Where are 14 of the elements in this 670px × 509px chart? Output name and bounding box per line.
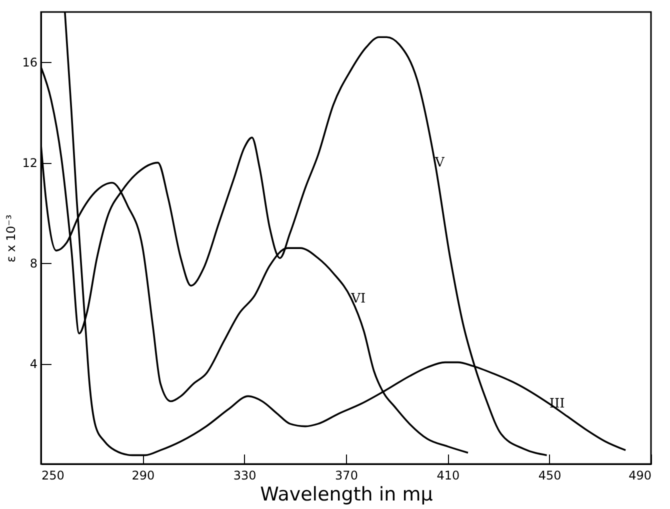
x-tick-label: 370: [335, 468, 358, 482]
x-tick-label: 290: [132, 468, 155, 482]
y-tick-label: 16: [22, 56, 38, 70]
y-tick-label: 8: [30, 256, 38, 271]
x-tick-label: 490: [628, 468, 652, 482]
x-axis-title: Wavelength in mμ: [260, 484, 433, 506]
x-tick-label: 410: [436, 468, 460, 482]
y-axis-title: ε x 10⁻³: [4, 214, 18, 262]
x-tick-label: 450: [538, 468, 562, 482]
x-tick-label: 330: [233, 468, 256, 482]
y-tick-label: 12: [22, 156, 38, 170]
series-label: III: [549, 396, 565, 412]
y-tick-label: 4: [30, 357, 38, 372]
x-tick-label: 250: [42, 468, 64, 482]
